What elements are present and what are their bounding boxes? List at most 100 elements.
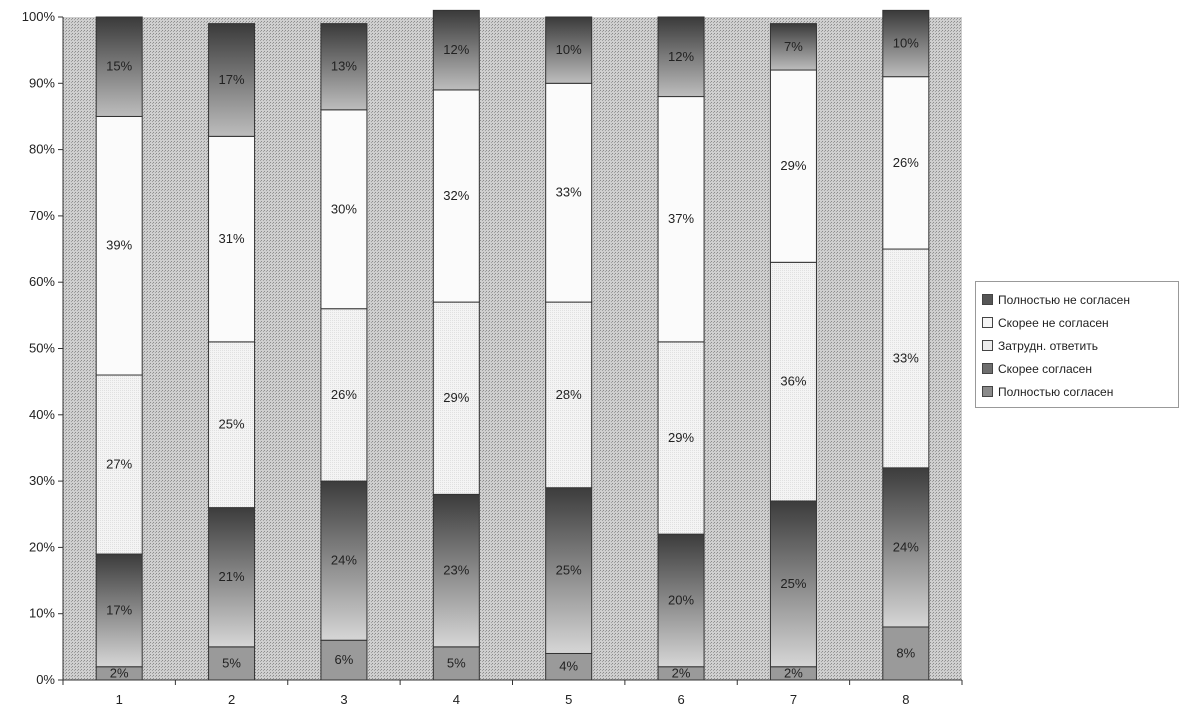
- y-tick-label: 90%: [29, 75, 55, 90]
- legend-label: Полностью не согласен: [998, 292, 1130, 307]
- x-tick-label: 4: [453, 692, 460, 707]
- legend-item: Полностью не согласен: [982, 288, 1172, 311]
- bar-value-label: 26%: [893, 155, 919, 170]
- x-tick-label: 3: [340, 692, 347, 707]
- bar-value-label: 25%: [556, 563, 582, 578]
- y-tick-label: 40%: [29, 407, 55, 422]
- bar-value-label: 25%: [219, 417, 245, 432]
- y-tick-label: 100%: [22, 9, 56, 24]
- bar-segment: [208, 23, 256, 137]
- legend-swatch: [982, 386, 993, 397]
- bar-segment: [882, 9, 930, 78]
- bar-segment: [95, 115, 143, 376]
- bar-segment: [882, 248, 930, 469]
- bar-segment: [95, 374, 143, 555]
- data-labels: 2% 17% 27% 39% 15% 5% 21% 25% 31% 17% 6% 24% 26% 30% 1…: [106, 36, 919, 681]
- bar-value-label: 6%: [335, 652, 354, 667]
- bar-value-label: 33%: [893, 350, 919, 365]
- bar-value-label: 29%: [443, 390, 469, 405]
- bar-value-label: 23%: [443, 563, 469, 578]
- y-tick-label: 0%: [36, 672, 55, 687]
- bar-value-label: 4%: [559, 659, 578, 674]
- bar-value-label: 2%: [672, 665, 691, 680]
- bar-value-label: 28%: [556, 387, 582, 402]
- bar-segment: [769, 261, 817, 502]
- legend-swatch: [982, 363, 993, 374]
- bar-segment: [657, 533, 705, 668]
- bar-segment: [320, 109, 368, 310]
- x-tick-label: 7: [790, 692, 797, 707]
- legend: Полностью не согласен Скорее не согласен З…: [975, 281, 1179, 408]
- bar-value-label: 15%: [106, 59, 132, 74]
- bar-value-label: 24%: [893, 539, 919, 554]
- bar-value-label: 7%: [784, 39, 803, 54]
- y-tick-label: 80%: [29, 142, 55, 157]
- bar-value-label: 30%: [331, 201, 357, 216]
- bar-value-label: 13%: [331, 59, 357, 74]
- bar-value-label: 37%: [668, 211, 694, 226]
- legend-label: Скорее согласен: [998, 361, 1092, 376]
- bar-value-label: 29%: [668, 430, 694, 445]
- bar-value-label: 17%: [219, 72, 245, 87]
- y-tick-label: 60%: [29, 274, 55, 289]
- y-tick-label: 70%: [29, 208, 55, 223]
- bar-value-label: 31%: [219, 231, 245, 246]
- bar-value-label: 33%: [556, 185, 582, 200]
- bar-segment: [657, 341, 705, 535]
- bar-value-label: 17%: [106, 602, 132, 617]
- bar-segment: [545, 652, 593, 681]
- legend-label: Полностью согласен: [998, 384, 1114, 399]
- bar-value-label: 39%: [106, 238, 132, 253]
- bar-segment: [882, 467, 930, 628]
- bar-segment: [208, 341, 256, 509]
- x-tick-label: 8: [902, 692, 909, 707]
- x-tick-label: 5: [565, 692, 572, 707]
- bars: [95, 9, 930, 681]
- bar-segment: [320, 308, 368, 482]
- legend-swatch: [982, 317, 993, 328]
- y-tick-label: 20%: [29, 539, 55, 554]
- bar-value-label: 25%: [780, 576, 806, 591]
- bar-value-label: 26%: [331, 387, 357, 402]
- legend-swatch: [982, 340, 993, 351]
- bar-value-label: 8%: [896, 645, 915, 660]
- y-tick-label: 50%: [29, 341, 55, 356]
- bar-segment: [882, 76, 930, 250]
- legend-label: Затрудн. ответить: [998, 338, 1098, 353]
- x-tick-label: 6: [677, 692, 684, 707]
- bar-segment: [545, 487, 593, 654]
- legend-swatch: [982, 294, 993, 305]
- bar-value-label: 2%: [110, 665, 129, 680]
- bar-value-label: 32%: [443, 188, 469, 203]
- bar-value-label: 24%: [331, 553, 357, 568]
- bar-value-label: 27%: [106, 457, 132, 472]
- bar-value-label: 5%: [447, 655, 466, 670]
- x-tick-label: 2: [228, 692, 235, 707]
- bar-value-label: 2%: [784, 665, 803, 680]
- bar-value-label: 36%: [780, 374, 806, 389]
- bar-segment: [320, 23, 368, 111]
- bar-segment: [432, 301, 480, 495]
- bar-segment: [657, 16, 705, 98]
- bar-value-label: 21%: [219, 569, 245, 584]
- bar-value-label: 29%: [780, 158, 806, 173]
- bar-value-label: 12%: [668, 49, 694, 64]
- legend-label: Скорее не согласен: [998, 315, 1109, 330]
- plot-area: [63, 17, 962, 680]
- bar-segment: [769, 23, 817, 71]
- bar-segment: [320, 480, 368, 641]
- x-tick-label: 1: [116, 692, 123, 707]
- bar-value-label: 10%: [556, 42, 582, 57]
- bar-segment: [432, 493, 480, 648]
- bar-segment: [545, 301, 593, 489]
- bar-segment: [545, 82, 593, 303]
- bar-segment: [95, 16, 143, 117]
- bar-segment: [208, 135, 256, 343]
- legend-item: Скорее согласен: [982, 357, 1172, 380]
- bar-segment: [95, 553, 143, 668]
- y-tick-label: 30%: [29, 473, 55, 488]
- bar-segment: [432, 9, 480, 91]
- bar-segment: [432, 89, 480, 303]
